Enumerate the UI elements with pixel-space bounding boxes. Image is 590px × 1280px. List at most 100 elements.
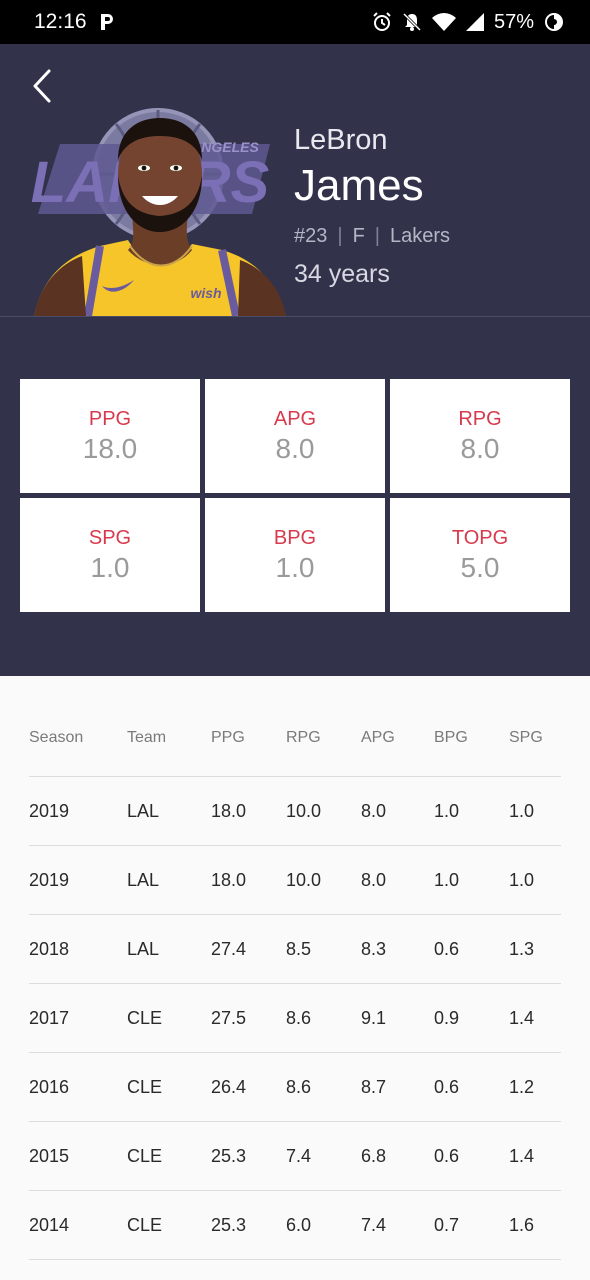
cell-rpg: 6.0 bbox=[286, 1190, 361, 1260]
cell-apg: 6.8 bbox=[361, 1121, 434, 1191]
player-name-block: LeBron James #23 | F | Lakers 34 years bbox=[294, 124, 450, 289]
cell-spg: 1.3 bbox=[509, 914, 561, 984]
signal-icon bbox=[465, 12, 484, 32]
stat-label: APG bbox=[273, 407, 317, 430]
stat-value: 1.0 bbox=[275, 551, 315, 583]
cell-bpg: 0.6 bbox=[434, 914, 509, 984]
table-row: 2018 LAL 27.4 8.5 8.3 0.6 1.3 bbox=[29, 914, 561, 984]
cell-apg: 8.7 bbox=[361, 1052, 434, 1122]
stat-value: 1.0 bbox=[90, 551, 130, 583]
battery-percent: 57% bbox=[493, 10, 534, 33]
cell-ppg: 27.4 bbox=[211, 914, 286, 984]
svg-text:ANGELES: ANGELES bbox=[190, 139, 259, 155]
battery-icon bbox=[544, 12, 564, 32]
player-number: #23 bbox=[294, 225, 328, 247]
cell-apg: 8.0 bbox=[361, 776, 434, 846]
back-button[interactable] bbox=[22, 66, 62, 106]
mute-icon bbox=[402, 12, 422, 32]
status-bar: 12:16 57% bbox=[0, 0, 590, 44]
stat-card-apg: APG 8.0 bbox=[205, 379, 385, 493]
cell-season: 2016 bbox=[29, 1052, 127, 1122]
cell-team: LAL bbox=[127, 914, 211, 984]
cell-bpg: 1.0 bbox=[434, 845, 509, 915]
meta-separator: | bbox=[337, 225, 343, 247]
column-header-ppg: PPG bbox=[211, 700, 286, 777]
cell-rpg: 10.0 bbox=[286, 776, 361, 846]
cell-spg: 1.6 bbox=[509, 1190, 561, 1260]
stat-value: 8.0 bbox=[460, 432, 500, 464]
table-row: 2016 CLE 26.4 8.6 8.7 0.6 1.2 bbox=[29, 1052, 561, 1122]
status-time: 12:16 bbox=[34, 10, 87, 33]
stat-card-ppg: PPG 18.0 bbox=[20, 379, 200, 493]
cell-apg: 9.1 bbox=[361, 983, 434, 1053]
cell-rpg: 8.5 bbox=[286, 914, 361, 984]
cell-bpg: 1.0 bbox=[434, 776, 509, 846]
column-header-apg: APG bbox=[361, 700, 434, 777]
season-stats-table: Season Team PPG RPG APG BPG SPG 2019 LAL 1… bbox=[29, 700, 561, 1260]
parking-icon bbox=[99, 12, 115, 32]
player-last-name: James bbox=[294, 161, 424, 210]
player-photo: LAKERS ANGELES wish bbox=[31, 108, 286, 316]
player-first-name: LeBron bbox=[294, 124, 388, 156]
table-row: 2015 CLE 25.3 7.4 6.8 0.6 1.4 bbox=[29, 1121, 561, 1191]
column-header-rpg: RPG bbox=[286, 700, 361, 777]
stat-value: 5.0 bbox=[460, 551, 500, 583]
cell-season: 2019 bbox=[29, 845, 127, 915]
cell-season: 2014 bbox=[29, 1190, 127, 1260]
stat-value: 18.0 bbox=[82, 432, 138, 464]
cell-ppg: 18.0 bbox=[211, 776, 286, 846]
player-header: LAKERS ANGELES wish LeBron James #23 | bbox=[0, 44, 590, 676]
stat-label: PPG bbox=[88, 407, 132, 430]
cell-team: CLE bbox=[127, 1052, 211, 1122]
cell-season: 2019 bbox=[29, 776, 127, 846]
cell-spg: 1.0 bbox=[509, 776, 561, 846]
cell-spg: 1.4 bbox=[509, 983, 561, 1053]
stat-label: SPG bbox=[88, 526, 132, 549]
cell-bpg: 0.6 bbox=[434, 1052, 509, 1122]
cell-ppg: 26.4 bbox=[211, 1052, 286, 1122]
wifi-icon bbox=[431, 12, 456, 32]
column-header-bpg: BPG bbox=[434, 700, 509, 777]
cell-spg: 1.2 bbox=[509, 1052, 561, 1122]
stat-label: BPG bbox=[273, 526, 317, 549]
stat-value: 8.0 bbox=[275, 432, 315, 464]
cell-bpg: 0.9 bbox=[434, 983, 509, 1053]
cell-team: CLE bbox=[127, 1190, 211, 1260]
cell-season: 2017 bbox=[29, 983, 127, 1053]
cell-team: CLE bbox=[127, 983, 211, 1053]
stat-card-spg: SPG 1.0 bbox=[20, 498, 200, 612]
cell-bpg: 0.7 bbox=[434, 1190, 509, 1260]
alarm-icon bbox=[372, 12, 392, 32]
player-team: Lakers bbox=[390, 225, 451, 247]
stat-card-bpg: BPG 1.0 bbox=[205, 498, 385, 612]
cell-team: LAL bbox=[127, 845, 211, 915]
cell-bpg: 0.6 bbox=[434, 1121, 509, 1191]
player-meta: #23 | F | Lakers bbox=[294, 225, 450, 248]
cell-rpg: 8.6 bbox=[286, 1052, 361, 1122]
table-row: 2019 LAL 18.0 10.0 8.0 1.0 1.0 bbox=[29, 845, 561, 915]
column-header-team: Team bbox=[127, 700, 211, 777]
table-row: 2014 CLE 25.3 6.0 7.4 0.7 1.6 bbox=[29, 1190, 561, 1260]
cell-rpg: 7.4 bbox=[286, 1121, 361, 1191]
cell-ppg: 25.3 bbox=[211, 1121, 286, 1191]
table-header-row: Season Team PPG RPG APG BPG SPG bbox=[29, 700, 561, 777]
cell-apg: 8.3 bbox=[361, 914, 434, 984]
stat-card-rpg: RPG 8.0 bbox=[390, 379, 570, 493]
table-row: 2017 CLE 27.5 8.6 9.1 0.9 1.4 bbox=[29, 983, 561, 1053]
column-header-spg: SPG bbox=[509, 700, 561, 777]
cell-apg: 8.0 bbox=[361, 845, 434, 915]
player-age: 34 years bbox=[294, 260, 390, 288]
column-header-season: Season bbox=[29, 700, 127, 777]
stat-card-topg: TOPG 5.0 bbox=[390, 498, 570, 612]
stat-summary-grid: PPG 18.0 APG 8.0 RPG 8.0 SPG 1.0 BPG 1.0… bbox=[20, 379, 570, 612]
svg-text:wish: wish bbox=[190, 285, 221, 301]
cell-season: 2015 bbox=[29, 1121, 127, 1191]
cell-ppg: 18.0 bbox=[211, 845, 286, 915]
player-position: F bbox=[352, 225, 365, 247]
chevron-left-icon bbox=[33, 69, 51, 103]
header-divider bbox=[0, 316, 590, 317]
cell-rpg: 10.0 bbox=[286, 845, 361, 915]
cell-apg: 7.4 bbox=[361, 1190, 434, 1260]
cell-rpg: 8.6 bbox=[286, 983, 361, 1053]
stat-label: TOPG bbox=[451, 526, 509, 549]
